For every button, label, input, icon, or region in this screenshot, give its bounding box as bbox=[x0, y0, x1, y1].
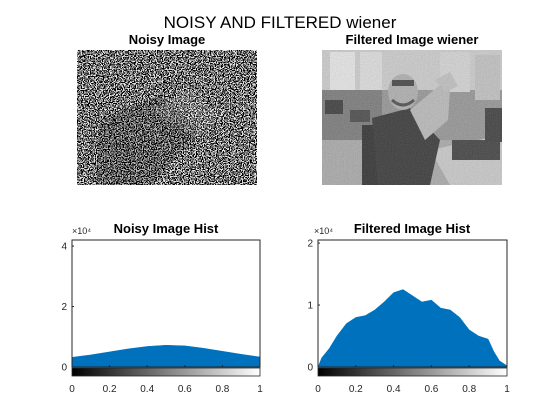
filtered-hist-panel: Filtered Image Hist ×10⁴ 0 0.2 0.4 0.6 0.8 1 0… bbox=[307, 221, 510, 395]
filtered-hist-y-tick-label: 1 bbox=[307, 301, 313, 312]
filtered-hist-bars bbox=[317, 289, 508, 368]
noisy-hist-x-tick-label: 0.6 bbox=[178, 384, 192, 395]
filtered-hist-y-tick-label: 2 bbox=[307, 239, 313, 250]
noisy-hist-title: Noisy Image Hist bbox=[114, 221, 219, 236]
filtered-image-title: Filtered Image wiener bbox=[346, 32, 479, 47]
noisy-hist-x-tick-label: 1 bbox=[257, 384, 263, 395]
filtered-hist-x-tick-label: 1 bbox=[504, 384, 510, 395]
filtered-hist-exponent: ×10⁴ bbox=[314, 226, 333, 236]
noisy-hist-bars bbox=[71, 344, 261, 368]
filtered-hist-x-tick-label: 0 bbox=[315, 384, 321, 395]
filtered-hist-x-tick-label: 0.4 bbox=[387, 384, 401, 395]
filtered-image bbox=[322, 50, 502, 185]
noisy-hist-exponent: ×10⁴ bbox=[72, 226, 91, 236]
noisy-hist-x-tick-label: 0.4 bbox=[140, 384, 154, 395]
filtered-hist-x-tick-label: 0.8 bbox=[462, 384, 476, 395]
noisy-hist-axes-box bbox=[71, 239, 261, 368]
noisy-hist-colorbar bbox=[71, 367, 261, 377]
figure-suptitle: NOISY AND FILTERED wiener bbox=[164, 13, 397, 32]
noisy-image-panel: Noisy Image bbox=[77, 32, 257, 185]
filtered-hist-y-tick-label: 0 bbox=[307, 363, 313, 374]
noisy-hist-y-tick-label: 0 bbox=[61, 363, 67, 374]
filtered-hist-axes-box bbox=[317, 239, 508, 368]
noisy-hist-x-tick-label: 0 bbox=[69, 384, 75, 395]
filtered-image-panel: Filtered Image wiener bbox=[322, 32, 502, 185]
filtered-hist-colorbar bbox=[317, 367, 508, 377]
noisy-hist-panel: Noisy Image Hist ×10⁴ 0 0.2 0.4 0.6 0.8 1 0 2 4 bbox=[61, 221, 263, 395]
noisy-hist-y-tick-label: 2 bbox=[61, 302, 67, 313]
filtered-hist-title: Filtered Image Hist bbox=[354, 221, 471, 236]
filtered-hist-x-tick-label: 0.6 bbox=[424, 384, 438, 395]
noisy-hist-x-tick-label: 0.2 bbox=[103, 384, 117, 395]
filtered-hist-x-tick-label: 0.2 bbox=[349, 384, 363, 395]
noisy-image bbox=[77, 50, 257, 185]
noisy-hist-y-tick-label: 4 bbox=[61, 242, 67, 253]
noisy-hist-x-tick-label: 0.8 bbox=[215, 384, 229, 395]
noisy-image-title: Noisy Image bbox=[129, 32, 206, 47]
